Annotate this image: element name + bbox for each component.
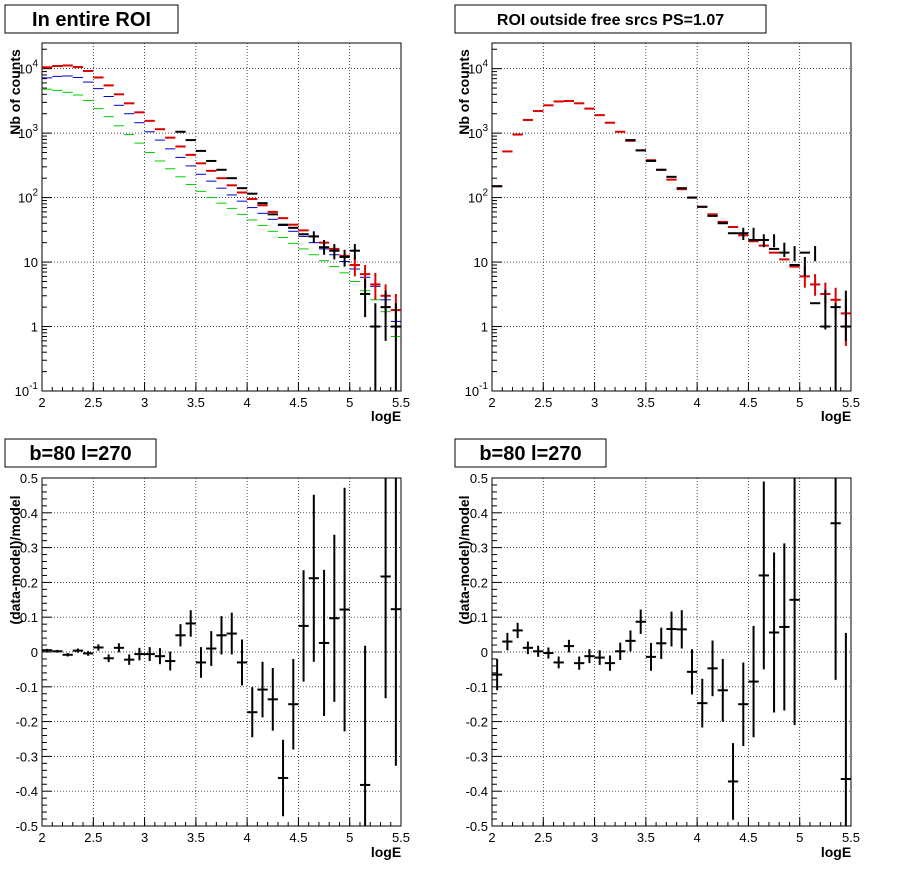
title-box <box>4 438 157 468</box>
y-tick-label: -0.4 <box>466 784 488 799</box>
series-layer <box>492 99 851 391</box>
y-tick-label: 10 <box>24 255 38 270</box>
x-tick-label: 3.5 <box>187 830 205 845</box>
chart-title: In entire ROI <box>32 9 151 31</box>
x-tick-label: 5.5 <box>392 830 410 845</box>
x-tick-label: 3 <box>591 830 598 845</box>
x-tick-label: 4.5 <box>739 395 757 410</box>
y-tick-label: 0.1 <box>20 610 38 625</box>
x-tick-label: 4 <box>694 830 701 845</box>
y-tick-label: 10 <box>474 255 488 270</box>
x-axis-title: logE <box>821 408 851 424</box>
y-tick-label: 10-1 <box>15 381 39 399</box>
x-tick-label: 5 <box>796 830 803 845</box>
y-tick-label: 0 <box>481 645 488 660</box>
x-tick-label: 3 <box>141 395 148 410</box>
x-tick-label: 2 <box>488 395 495 410</box>
y-tick-label: 10-1 <box>465 381 489 399</box>
y-tick-label: 102 <box>18 188 38 206</box>
x-axis-title: logE <box>821 844 851 860</box>
y-tick-label: -0.5 <box>16 819 38 834</box>
x-tick-label: 5 <box>796 395 803 410</box>
chart-title: b=80 l=270 <box>479 443 581 465</box>
y-tick-label: -0.3 <box>16 749 38 764</box>
y-tick-label: 0.5 <box>20 471 38 486</box>
y-tick-label: 0.1 <box>470 610 488 625</box>
y-tick-label: 0 <box>31 645 38 660</box>
x-tick-label: 5 <box>346 395 353 410</box>
title-box <box>4 4 179 34</box>
x-tick-label: 2.5 <box>84 830 102 845</box>
x-tick-label: 5.5 <box>842 395 860 410</box>
y-tick-label: 0.2 <box>20 575 38 590</box>
x-tick-label: 4 <box>244 830 251 845</box>
y-tick-label: -0.3 <box>466 749 488 764</box>
y-tick-label: 0.4 <box>470 506 488 521</box>
x-tick-label: 2 <box>38 830 45 845</box>
y-tick-label: 0.5 <box>470 471 488 486</box>
y-tick-label: -0.1 <box>466 680 488 695</box>
y-tick-label: 102 <box>468 188 488 206</box>
y-tick-label: 1 <box>31 320 38 335</box>
y-tick-label: -0.4 <box>16 784 38 799</box>
x-tick-label: 4 <box>694 395 701 410</box>
y-axis-title: Nb of counts <box>456 49 472 135</box>
x-axis-title: logE <box>371 408 401 424</box>
y-tick-label: -0.1 <box>16 680 38 695</box>
chart-panel-4: (data-model)/model <box>454 438 852 827</box>
y-axis-title: Nb of counts <box>7 49 23 135</box>
y-tick-label: 0.3 <box>470 541 488 556</box>
x-tick-label: 5 <box>346 830 353 845</box>
title-box <box>454 4 767 34</box>
plot-frame <box>491 477 852 827</box>
x-tick-label: 3 <box>591 395 598 410</box>
x-tick-label: 3.5 <box>637 395 655 410</box>
y-tick-label: -0.2 <box>466 715 488 730</box>
x-tick-label: 5.5 <box>392 395 410 410</box>
x-tick-label: 4 <box>244 395 251 410</box>
x-tick-label: 2 <box>488 830 495 845</box>
series-layer <box>42 64 401 391</box>
x-tick-label: 3 <box>141 830 148 845</box>
series-layer <box>42 478 401 826</box>
chart-panel-3: (data-model)/model <box>4 438 402 827</box>
x-tick-label: 2.5 <box>534 830 552 845</box>
y-tick-label: -0.2 <box>16 715 38 730</box>
y-tick-label: -0.5 <box>466 819 488 834</box>
y-tick-label: 1 <box>481 320 488 335</box>
x-tick-label: 3.5 <box>637 830 655 845</box>
x-tick-label: 4.5 <box>739 830 757 845</box>
y-tick-label: 0.4 <box>20 506 38 521</box>
y-axis-title: (data-model)/model <box>7 495 23 624</box>
x-tick-label: 2 <box>38 395 45 410</box>
plot-frame <box>491 42 852 392</box>
chart-title: b=80 l=270 <box>29 443 131 465</box>
plot-frame <box>41 42 402 392</box>
x-tick-label: 2.5 <box>534 395 552 410</box>
y-tick-label: 0.3 <box>20 541 38 556</box>
title-box <box>454 438 607 468</box>
x-tick-label: 3.5 <box>187 395 205 410</box>
x-axis-title: logE <box>371 844 401 860</box>
x-tick-label: 4.5 <box>289 395 307 410</box>
chart-title: ROI outside free srcs PS=1.07 <box>497 12 724 29</box>
x-tick-label: 2.5 <box>84 395 102 410</box>
series-layer <box>492 478 851 826</box>
y-axis-title: (data-model)/model <box>456 495 472 624</box>
x-tick-label: 4.5 <box>289 830 307 845</box>
y-tick-label: 0.2 <box>470 575 488 590</box>
x-tick-label: 5.5 <box>842 830 860 845</box>
